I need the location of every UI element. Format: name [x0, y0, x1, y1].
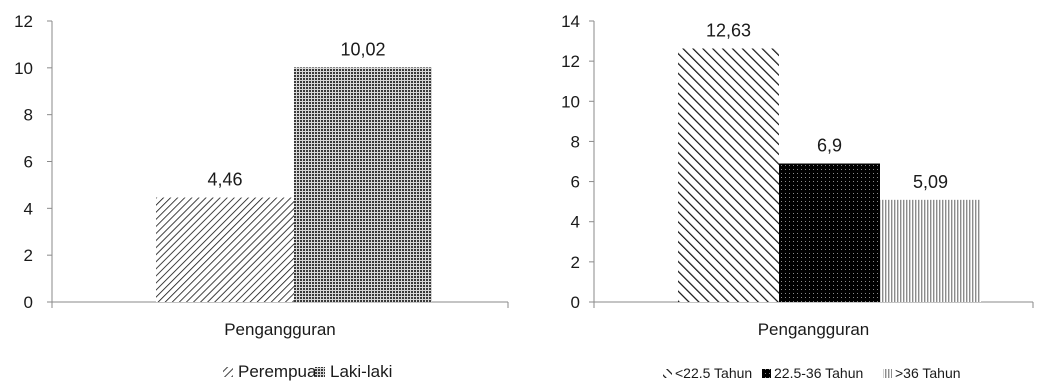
bar-laki-laki: [294, 67, 432, 303]
gender-unemployment-chart: 0 2 4 6 8 10 12 4,46 10,02 Pengangguran Perempuan L…: [14, 12, 509, 381]
legend-swatch: [223, 367, 233, 377]
legend-swatch: [315, 367, 325, 377]
y-tick-label: 10: [561, 92, 580, 111]
legend: Perempuan Laki-laki: [223, 362, 392, 381]
age-unemployment-chart: 0 2 4 6 8 10 12 14 12,63 6,9 5,09 Pengangguran <22.5…: [561, 12, 1034, 381]
y-tick-label: 2: [571, 253, 580, 272]
legend-label: >36 Tahun: [895, 365, 961, 381]
legend-swatch: [883, 369, 892, 378]
y-tick-label: 6: [571, 173, 580, 192]
y-tick-label: 4: [571, 213, 580, 232]
legend-swatch: [663, 369, 672, 378]
bar-perempuan: [156, 197, 294, 302]
bar-22-5-36-tahun: [779, 163, 880, 302]
legend-swatch: [762, 369, 771, 378]
bar-value-label: 4,46: [207, 170, 242, 190]
y-tick-label: 8: [24, 106, 33, 125]
y-tick-label: 10: [14, 59, 33, 78]
y-tick-label: 6: [24, 153, 33, 172]
y-tick-label: 14: [561, 12, 580, 31]
bar-36-tahun: [880, 199, 981, 302]
y-tick-label: 12: [561, 52, 580, 71]
y-tick-label: 12: [14, 12, 33, 31]
bar-value-label: 10,02: [340, 39, 385, 59]
x-axis-label: Pengangguran: [224, 320, 336, 339]
y-tick-label: 0: [24, 293, 33, 312]
y-tick-label: 2: [24, 246, 33, 265]
x-axis-label: Pengangguran: [758, 320, 870, 339]
bar-value-label: 5,09: [913, 172, 948, 192]
bar-value-label: 12,63: [706, 20, 751, 40]
bar-value-label: 6,9: [817, 136, 842, 156]
bar-22-5-tahun: [678, 48, 779, 302]
legend-label: <22.5 Tahun: [675, 365, 752, 381]
legend-label: Laki-laki: [330, 362, 392, 381]
y-tick-label: 4: [24, 199, 33, 218]
legend: <22.5 Tahun 22.5-36 Tahun >36 Tahun: [663, 365, 961, 381]
legend-label: 22.5-36 Tahun: [774, 365, 863, 381]
y-tick-label: 8: [571, 132, 580, 151]
legend-label: Perempuan: [238, 362, 326, 381]
y-tick-label: 0: [571, 293, 580, 312]
